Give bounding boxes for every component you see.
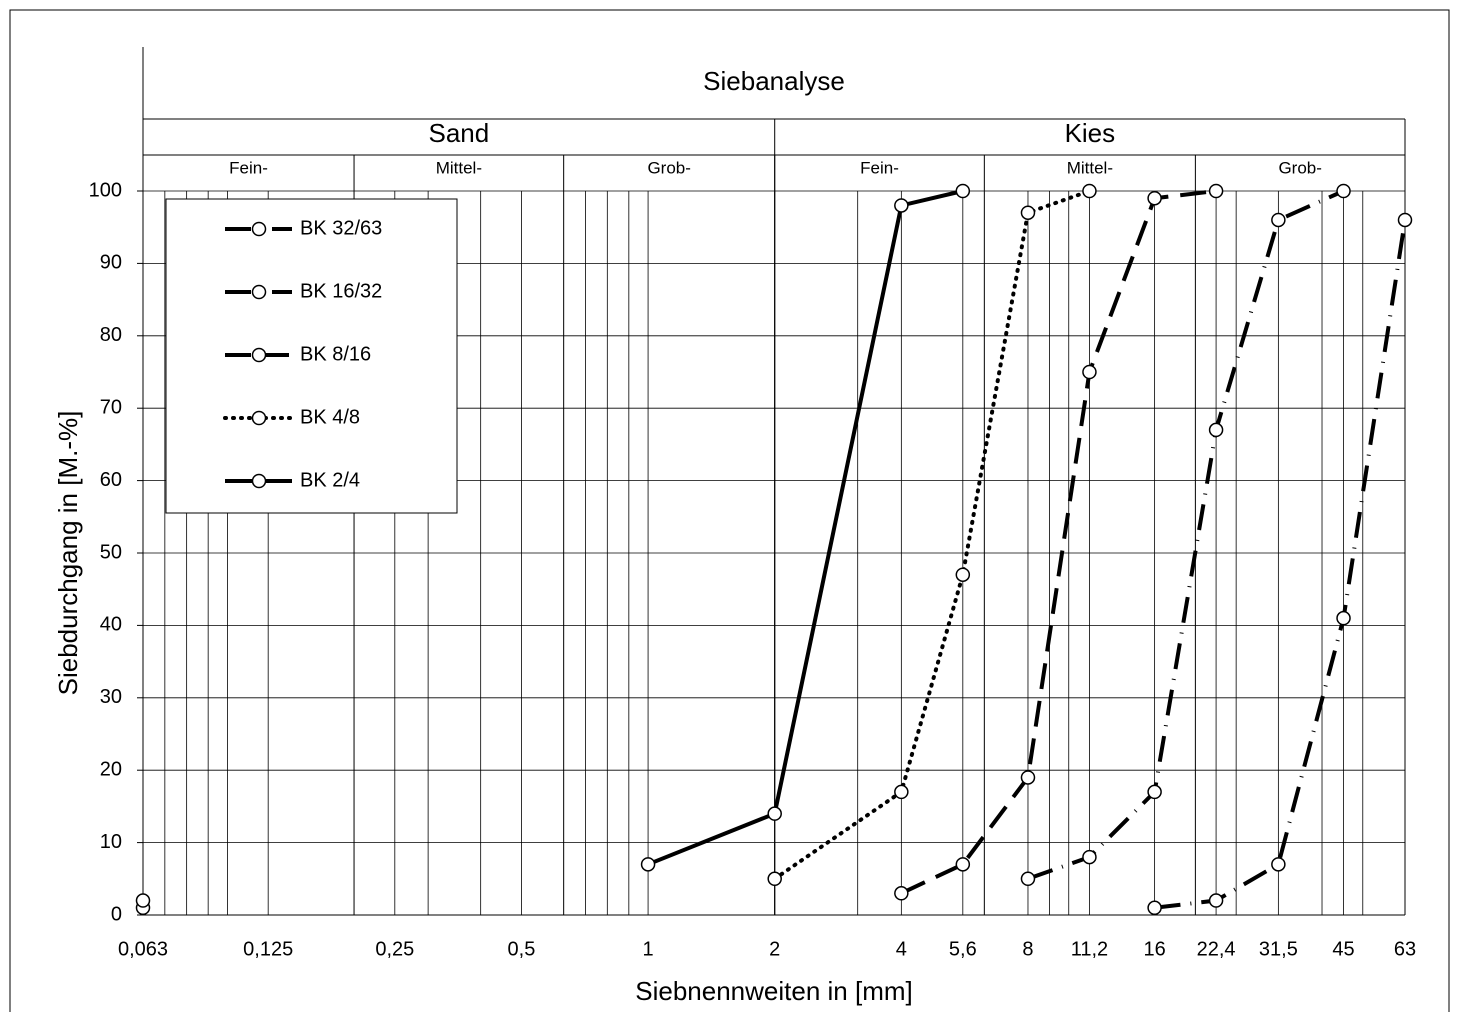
data-point bbox=[1336, 610, 1351, 626]
x-tick-label: 5,6 bbox=[949, 938, 977, 960]
series-line bbox=[647, 189, 964, 867]
fraction-label: Mittel- bbox=[1067, 158, 1113, 177]
y-tick-label: 100 bbox=[89, 179, 122, 201]
data-point bbox=[1271, 857, 1286, 872]
data-point bbox=[135, 893, 151, 908]
y-tick-label: 10 bbox=[100, 831, 122, 853]
x-tick-label: 31,5 bbox=[1259, 938, 1298, 960]
legend-box bbox=[165, 198, 458, 514]
legend-marker bbox=[251, 221, 267, 237]
legend-label: BK 2/4 bbox=[300, 469, 360, 491]
legend-label: BK 32/63 bbox=[300, 217, 382, 239]
x-tick-label: 0,25 bbox=[375, 938, 414, 960]
x-tick-label: 2 bbox=[769, 938, 780, 960]
x-tick-label: 45 bbox=[1332, 938, 1354, 960]
data-point bbox=[1208, 422, 1224, 438]
data-point bbox=[1082, 849, 1097, 865]
y-axis-label: Siebdurchgang in [M.-%] bbox=[53, 411, 83, 696]
fraction-label: Grob- bbox=[1278, 158, 1321, 177]
frame bbox=[9, 9, 1450, 1012]
data-point bbox=[1147, 190, 1162, 206]
data-point bbox=[1336, 183, 1351, 199]
y-tick-label: 30 bbox=[100, 686, 122, 708]
y-tick-label: 90 bbox=[100, 252, 122, 274]
data-point bbox=[1020, 871, 1036, 887]
legend-label: BK 4/8 bbox=[300, 406, 360, 428]
fraction-label: Fein- bbox=[229, 158, 268, 177]
y-tick-label: 20 bbox=[100, 758, 122, 780]
x-tick-label: 11,2 bbox=[1071, 938, 1108, 960]
x-tick-label: 0,063 bbox=[118, 938, 168, 960]
fraction-label: Fein- bbox=[860, 158, 899, 177]
group-label: Kies bbox=[1065, 118, 1116, 148]
legend-marker bbox=[251, 410, 267, 426]
y-tick-label: 0 bbox=[111, 903, 122, 925]
data-point bbox=[894, 784, 909, 800]
data-point bbox=[1271, 212, 1286, 228]
data-point bbox=[955, 857, 971, 872]
x-axis-label: Siebnennweiten in [mm] bbox=[635, 976, 912, 1006]
legend-marker bbox=[251, 347, 267, 363]
legend-label: BK 16/32 bbox=[300, 280, 382, 302]
legend-marker bbox=[251, 473, 267, 489]
x-tick-label: 0,5 bbox=[508, 938, 536, 960]
data-point bbox=[767, 871, 782, 887]
data-point bbox=[1020, 205, 1036, 220]
fraction-label: Grob- bbox=[647, 158, 690, 177]
data-point bbox=[1208, 893, 1224, 908]
legend-label: BK 8/16 bbox=[300, 343, 371, 365]
data-point bbox=[894, 198, 909, 213]
y-tick-label: 80 bbox=[100, 324, 122, 346]
data-point bbox=[1397, 212, 1413, 228]
x-tick-label: 8 bbox=[1022, 938, 1033, 960]
x-tick-label: 22,4 bbox=[1197, 938, 1236, 960]
y-tick-label: 70 bbox=[100, 396, 122, 418]
group-label: Sand bbox=[428, 118, 489, 148]
series-line bbox=[1027, 189, 1345, 881]
x-tick-label: 0,125 bbox=[243, 938, 293, 960]
data-point bbox=[767, 806, 782, 821]
fraction-label: Mittel- bbox=[436, 158, 482, 177]
data-point bbox=[894, 886, 909, 901]
data-point bbox=[1082, 364, 1097, 380]
legend-marker bbox=[251, 284, 267, 300]
data-point bbox=[1147, 900, 1162, 916]
y-tick-label: 40 bbox=[100, 614, 122, 636]
y-tick-label: 50 bbox=[100, 541, 122, 563]
series-line bbox=[900, 189, 1217, 896]
x-tick-label: 16 bbox=[1143, 938, 1165, 960]
chart-title: Siebanalyse bbox=[703, 66, 845, 96]
x-tick-label: 1 bbox=[643, 938, 654, 960]
x-tick-label: 63 bbox=[1394, 938, 1416, 960]
data-point bbox=[1082, 183, 1097, 199]
series-line bbox=[1154, 219, 1407, 910]
x-tick-label: 4 bbox=[896, 938, 907, 960]
data-point bbox=[1147, 784, 1162, 800]
data-point bbox=[955, 567, 971, 582]
data-point bbox=[640, 857, 656, 872]
data-point bbox=[955, 183, 971, 199]
data-point bbox=[1208, 183, 1224, 199]
series-line bbox=[772, 189, 1092, 881]
data-point bbox=[1020, 770, 1036, 785]
y-tick-label: 60 bbox=[100, 469, 122, 491]
